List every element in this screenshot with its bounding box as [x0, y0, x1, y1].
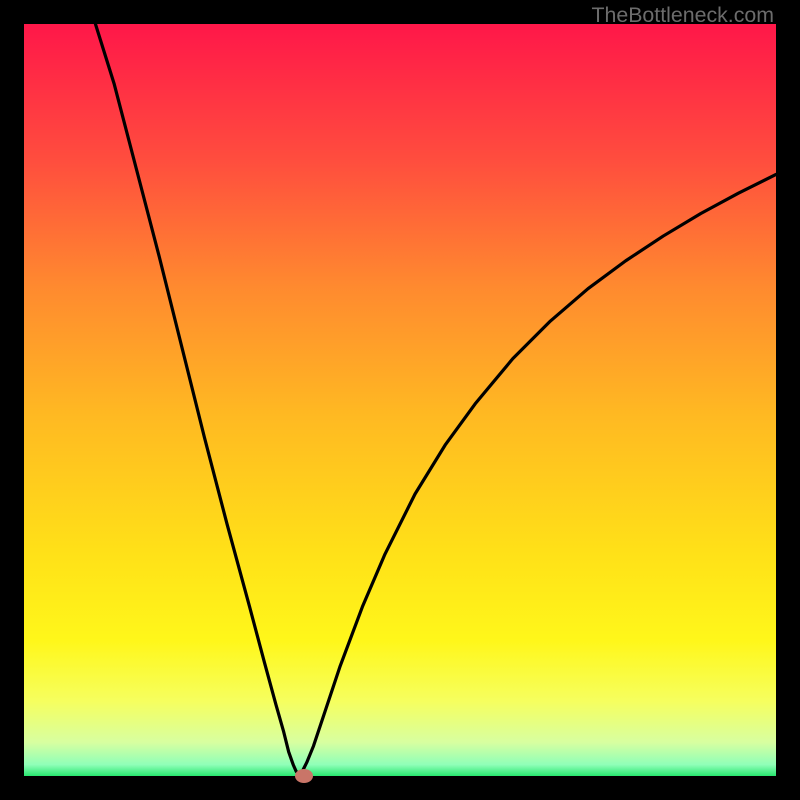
watermark-text: TheBottleneck.com: [591, 3, 774, 28]
optimum-marker: [295, 769, 313, 783]
bottleneck-curve: [95, 24, 776, 775]
chart-frame: TheBottleneck.com: [0, 0, 800, 800]
curve-layer: [24, 24, 776, 776]
plot-area: [24, 24, 776, 776]
